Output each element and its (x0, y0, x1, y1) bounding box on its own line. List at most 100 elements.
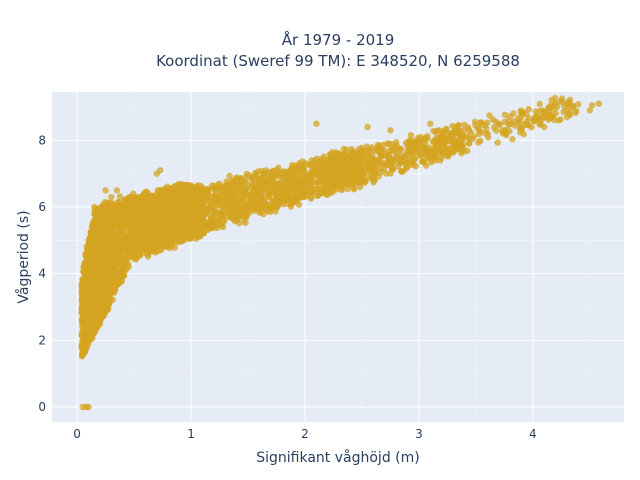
data-point (327, 182, 334, 189)
data-point (532, 108, 539, 115)
data-point (313, 179, 321, 186)
data-point (144, 200, 151, 208)
data-point (127, 194, 135, 201)
data-point (417, 151, 425, 158)
data-point (243, 213, 250, 221)
data-point (188, 225, 195, 232)
data-point (340, 174, 347, 182)
data-point (337, 179, 344, 186)
data-point (448, 138, 456, 145)
data-point (573, 107, 580, 115)
data-point (444, 153, 451, 160)
data-point (144, 253, 152, 260)
data-point (370, 175, 377, 183)
data-point (130, 229, 137, 237)
data-point (250, 194, 258, 201)
data-point (203, 209, 210, 216)
data-point (407, 132, 415, 139)
data-point (344, 169, 351, 176)
data-point (243, 185, 250, 192)
data-point (235, 175, 242, 182)
data-point (398, 152, 405, 159)
data-point (320, 169, 327, 177)
data-point (126, 224, 134, 231)
data-point (145, 236, 152, 243)
gridlines (52, 92, 624, 422)
data-point (383, 151, 390, 158)
data-point (485, 134, 492, 141)
data-point (255, 184, 262, 192)
data-point (566, 96, 574, 104)
data-point (430, 146, 437, 153)
data-point (256, 209, 263, 216)
chart-title: År 1979 - 2019 Koordinat (Sweref 99 TM):… (156, 30, 520, 70)
chart-title-line-1: År 1979 - 2019 (282, 30, 395, 49)
data-points (78, 94, 603, 411)
data-point (116, 223, 124, 231)
data-point (338, 185, 345, 193)
data-point (127, 237, 134, 245)
data-point (570, 102, 577, 110)
data-point (422, 145, 429, 152)
data-point (258, 190, 266, 197)
data-point (410, 156, 417, 163)
data-point (275, 180, 282, 187)
data-point (333, 149, 340, 156)
data-point (265, 192, 273, 200)
data-point (326, 170, 333, 177)
data-point (454, 127, 461, 134)
data-point (388, 157, 395, 164)
data-point (215, 192, 222, 199)
data-point (506, 120, 514, 128)
data-point (486, 112, 493, 119)
data-point (204, 185, 211, 193)
data-point (449, 122, 456, 130)
data-point (564, 101, 571, 109)
data-point (83, 255, 90, 262)
data-point (121, 229, 128, 237)
data-point (260, 175, 267, 183)
data-point (116, 193, 124, 200)
data-point (449, 148, 456, 155)
data-point (226, 172, 233, 180)
data-point (286, 169, 293, 176)
data-point (551, 101, 558, 109)
data-point (471, 118, 479, 126)
data-point (103, 243, 110, 250)
data-point (316, 187, 323, 194)
data-point (460, 148, 467, 155)
data-point (228, 209, 235, 217)
data-point (304, 178, 311, 185)
data-point (444, 132, 451, 139)
data-point (346, 154, 353, 161)
data-point (475, 139, 482, 146)
data-point (89, 335, 96, 342)
data-point (158, 195, 165, 203)
data-point (114, 281, 121, 288)
data-point (208, 218, 215, 226)
data-point (222, 184, 229, 191)
data-point (380, 141, 387, 148)
data-point (410, 146, 417, 154)
data-point (536, 100, 543, 108)
data-point (558, 95, 566, 102)
data-point (490, 124, 498, 131)
data-point (377, 152, 385, 159)
data-point (296, 159, 303, 167)
data-point (398, 168, 405, 175)
data-point (343, 146, 350, 153)
data-point (350, 180, 357, 187)
data-point (344, 185, 352, 193)
data-point (146, 195, 153, 202)
data-point (336, 165, 344, 172)
data-point (134, 214, 142, 221)
data-point (575, 101, 582, 108)
data-point (276, 186, 283, 193)
data-point (315, 166, 322, 173)
data-point (551, 94, 559, 102)
data-point (519, 110, 526, 118)
data-point (278, 169, 286, 177)
data-point (405, 139, 412, 146)
data-point (118, 252, 125, 259)
